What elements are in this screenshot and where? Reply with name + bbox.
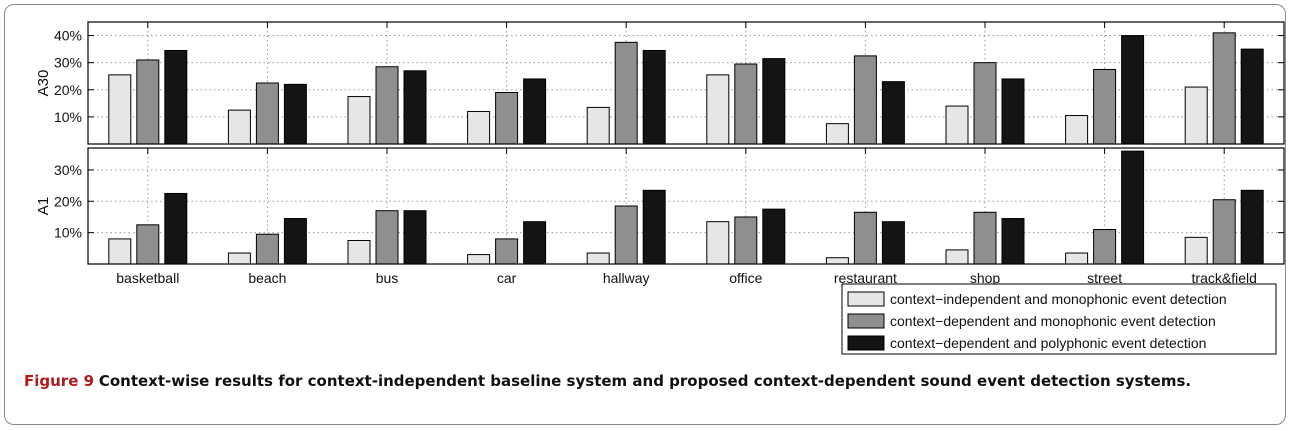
legend-label: context−independent and monophonic event… xyxy=(890,291,1227,307)
bar-A30-bus xyxy=(347,96,371,145)
bar-A30-car xyxy=(467,110,491,145)
bar-A30-basketball xyxy=(108,74,132,145)
y-axis-label: A1 xyxy=(35,197,52,215)
bar-A1-hallway xyxy=(586,252,610,265)
panel-A1: 10% 20% 30% A1 xyxy=(35,147,1285,265)
axes-box xyxy=(87,147,1285,265)
legend-swatch xyxy=(847,335,885,351)
bar-A1-car xyxy=(523,221,547,265)
x-tick-label: beach xyxy=(248,270,286,286)
bar-A1-restaurant xyxy=(853,211,877,265)
bar-A1-hallway xyxy=(614,205,638,265)
bar-A1-office xyxy=(762,208,786,265)
bar-A1-office xyxy=(734,216,758,265)
bar-A30-office xyxy=(734,63,758,145)
caption-text: Context-wise results for context-indepen… xyxy=(98,372,1192,390)
bar-A30-restaurant xyxy=(881,81,905,145)
bar-A1-car xyxy=(467,254,491,265)
bar-A30-track&field xyxy=(1184,86,1208,145)
x-tick-label: car xyxy=(497,270,517,286)
y-tick-label: 40% xyxy=(54,28,82,44)
bar-A30-hallway xyxy=(614,41,638,145)
figure-frame xyxy=(4,4,1286,425)
bar-A30-street xyxy=(1093,68,1117,145)
bar-A30-office xyxy=(762,58,786,145)
bar-A30-street xyxy=(1065,115,1089,145)
bar-A1-bus xyxy=(347,239,371,265)
x-tick-label: basketball xyxy=(116,270,179,286)
bar-A1-street xyxy=(1093,229,1117,265)
y-tick-label: 30% xyxy=(54,55,82,71)
bar-A1-hallway xyxy=(642,189,666,265)
y-tick-label: 20% xyxy=(54,193,82,209)
figure-label: Figure 9 xyxy=(24,372,95,390)
bar-A1-track&field xyxy=(1184,236,1208,265)
y-tick-label: 20% xyxy=(54,82,82,98)
x-tick-label: street xyxy=(1087,270,1122,286)
bar-A1-basketball xyxy=(108,238,132,265)
y-tick-label: 10% xyxy=(54,109,82,125)
bar-A1-bus xyxy=(403,210,427,265)
bar-A1-shop xyxy=(973,211,997,265)
y-axis-label: A30 xyxy=(35,70,52,97)
x-tick-label: office xyxy=(729,270,762,286)
bar-A30-car xyxy=(523,78,547,145)
bar-A1-beach xyxy=(255,233,279,265)
bar-A30-office xyxy=(706,74,730,145)
bar-A1-office xyxy=(706,221,730,265)
bar-A30-shop xyxy=(973,62,997,145)
legend-swatch xyxy=(847,291,885,307)
bar-A30-beach xyxy=(227,109,251,145)
x-tick-label: bus xyxy=(376,270,399,286)
y-tick-label: 10% xyxy=(54,225,82,241)
legend: context−independent and monophonic event… xyxy=(841,283,1277,355)
bar-A1-shop xyxy=(1001,218,1025,265)
bar-A30-restaurant xyxy=(825,123,849,145)
bar-A1-beach xyxy=(283,218,307,265)
bar-A1-bus xyxy=(375,210,399,265)
bar-A30-restaurant xyxy=(853,55,877,145)
bar-A1-track&field xyxy=(1240,189,1264,265)
bar-A30-basketball xyxy=(136,59,160,145)
bar-A30-shop xyxy=(945,105,969,145)
panel-A30: 10% 20% 30% 40% A30 xyxy=(35,21,1285,145)
bar-A1-restaurant xyxy=(881,221,905,265)
axes-box xyxy=(87,21,1285,145)
bar-A1-beach xyxy=(227,252,251,265)
bar-A1-street xyxy=(1121,150,1145,265)
legend-swatch xyxy=(847,313,885,329)
bar-A30-bus xyxy=(403,70,427,145)
bar-A30-track&field xyxy=(1240,48,1264,145)
bar-A30-bus xyxy=(375,66,399,145)
figure-caption: Figure 9 Context-wise results for contex… xyxy=(24,370,1204,392)
x-tick-label: hallway xyxy=(603,270,650,286)
bar-A1-track&field xyxy=(1212,199,1236,265)
bar-A30-beach xyxy=(283,83,307,145)
bar-A1-restaurant xyxy=(825,257,849,265)
x-tick-label: track&field xyxy=(1192,270,1257,286)
x-tick-label: restaurant xyxy=(834,270,897,286)
bar-A30-track&field xyxy=(1212,32,1236,145)
legend-label: context−dependent and monophonic event d… xyxy=(890,313,1216,329)
bar-A30-basketball xyxy=(164,49,188,145)
y-tick-label: 30% xyxy=(54,162,82,178)
bar-A30-hallway xyxy=(586,106,610,145)
bar-A30-street xyxy=(1121,35,1145,145)
bar-A1-shop xyxy=(945,249,969,265)
bar-A1-basketball xyxy=(164,192,188,265)
bar-A30-hallway xyxy=(642,49,666,145)
bar-A1-car xyxy=(495,238,519,265)
bar-A30-shop xyxy=(1001,78,1025,145)
bar-A30-car xyxy=(495,91,519,145)
legend-box xyxy=(841,283,1277,355)
x-tick-label: shop xyxy=(970,270,1001,286)
bar-A1-street xyxy=(1065,252,1089,265)
legend-label: context−dependent and polyphonic event d… xyxy=(890,335,1206,351)
bar-A30-beach xyxy=(255,82,279,145)
bar-A1-basketball xyxy=(136,224,160,265)
